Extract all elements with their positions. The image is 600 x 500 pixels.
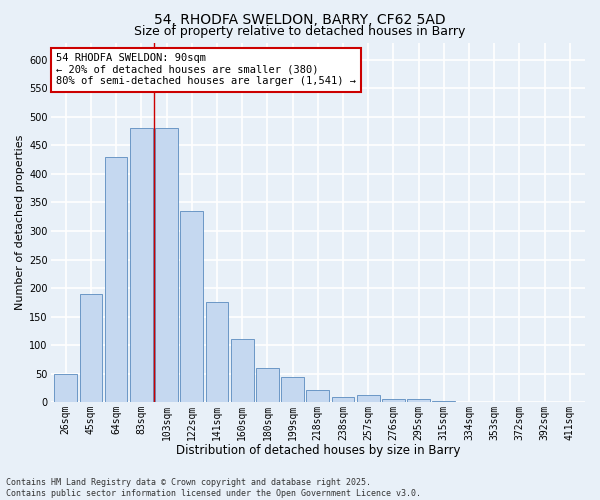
X-axis label: Distribution of detached houses by size in Barry: Distribution of detached houses by size … bbox=[176, 444, 460, 458]
Bar bbox=[407, 399, 430, 402]
Bar bbox=[332, 396, 355, 402]
Bar bbox=[55, 374, 77, 402]
Y-axis label: Number of detached properties: Number of detached properties bbox=[15, 134, 25, 310]
Bar bbox=[155, 128, 178, 402]
Bar bbox=[206, 302, 228, 402]
Text: 54 RHODFA SWELDON: 90sqm
← 20% of detached houses are smaller (380)
80% of semi-: 54 RHODFA SWELDON: 90sqm ← 20% of detach… bbox=[56, 54, 356, 86]
Bar bbox=[357, 396, 380, 402]
Bar bbox=[382, 400, 405, 402]
Bar bbox=[307, 390, 329, 402]
Text: 54, RHODFA SWELDON, BARRY, CF62 5AD: 54, RHODFA SWELDON, BARRY, CF62 5AD bbox=[154, 12, 446, 26]
Bar bbox=[181, 211, 203, 402]
Text: Contains HM Land Registry data © Crown copyright and database right 2025.
Contai: Contains HM Land Registry data © Crown c… bbox=[6, 478, 421, 498]
Bar bbox=[231, 340, 254, 402]
Bar bbox=[433, 400, 455, 402]
Text: Size of property relative to detached houses in Barry: Size of property relative to detached ho… bbox=[134, 25, 466, 38]
Bar bbox=[105, 156, 127, 402]
Bar bbox=[256, 368, 279, 402]
Bar bbox=[130, 128, 152, 402]
Bar bbox=[80, 294, 102, 403]
Bar bbox=[281, 376, 304, 402]
